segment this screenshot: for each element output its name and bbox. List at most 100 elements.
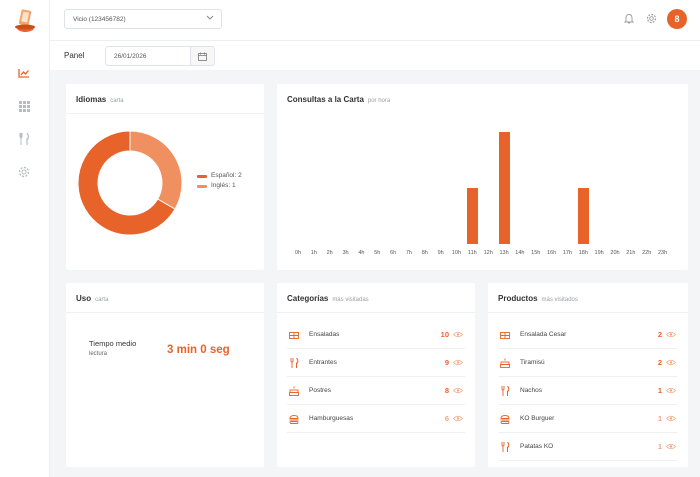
x-tick-label: 13h <box>499 250 509 256</box>
products-title: Productos <box>498 294 538 303</box>
donut-slice-0 <box>77 130 176 236</box>
cutlery-icon[interactable] <box>17 132 31 146</box>
usage-title: Uso <box>76 294 92 303</box>
top-bar: Vicio (123456782) 8 <box>50 0 700 40</box>
categories-title: Categorías <box>287 294 329 303</box>
salad-icon <box>289 330 299 340</box>
legend-item-spanish: Español: 2 <box>197 171 242 181</box>
burger-icon <box>289 414 299 424</box>
eye-icon <box>665 387 677 395</box>
item-name: Nachos <box>520 387 543 394</box>
list-item[interactable]: Ensalada Cesar 2 <box>498 321 678 349</box>
date-field[interactable]: 26/01/2026 <box>105 46 191 66</box>
eye-icon <box>665 415 677 423</box>
visit-count: 2 <box>657 358 662 367</box>
panel-label: Panel <box>64 51 85 60</box>
legend-label-spanish: Español: 2 <box>211 172 242 179</box>
x-tick-label: 19h <box>594 250 604 256</box>
item-name: Hamburguesas <box>309 415 354 422</box>
x-tick-label: 0h <box>294 250 302 256</box>
cake-icon <box>500 358 510 368</box>
settings-gear-icon[interactable] <box>17 165 31 179</box>
cutlery-icon <box>500 442 510 452</box>
eye-icon <box>665 359 677 367</box>
item-name: Patatas KO <box>520 443 554 450</box>
user-avatar[interactable]: 8 <box>667 9 687 29</box>
calendar-icon <box>198 52 207 61</box>
visit-count: 1 <box>657 414 662 423</box>
bar-18h <box>577 188 589 244</box>
legend-swatch-spanish <box>197 175 207 178</box>
list-item[interactable]: KO Burguer 1 <box>498 405 678 433</box>
x-tick-label: 3h <box>342 250 349 256</box>
x-tick-label: 11h <box>467 250 477 256</box>
dashboard-chart-icon[interactable] <box>17 66 31 80</box>
languages-legend: Español: 2 Inglés: 1 <box>197 171 242 191</box>
categories-card: Categorías más visitadas Ensaladas 10 Entr… <box>277 283 475 467</box>
visit-count: 1 <box>657 442 662 451</box>
x-tick-label: 5h <box>374 250 381 256</box>
languages-subtitle: carta <box>110 98 124 104</box>
item-name: Entrantes <box>309 359 337 366</box>
calendar-button[interactable] <box>191 46 215 66</box>
bell-icon[interactable] <box>623 12 635 24</box>
list-item[interactable]: Tiramisú 2 <box>498 349 678 377</box>
reading-time-label: Tiempo medio <box>89 339 137 348</box>
list-item[interactable]: Ensaladas 10 <box>287 321 465 349</box>
item-name: Postres <box>309 387 332 394</box>
list-item[interactable]: Nachos 1 <box>498 377 678 405</box>
hourly-title: Consultas a la Carta <box>287 95 364 104</box>
legend-item-english: Inglés: 1 <box>197 181 242 191</box>
sidebar <box>0 0 50 477</box>
x-tick-label: 16h <box>547 250 557 256</box>
languages-title: Idiomas <box>76 95 107 104</box>
list-item[interactable]: Entrantes 9 <box>287 349 465 377</box>
x-tick-label: 9h <box>437 250 444 256</box>
list-item[interactable]: Hamburguesas 6 <box>287 405 465 433</box>
bar-13h <box>498 132 510 244</box>
list-item[interactable]: Postres 8 <box>287 377 465 405</box>
x-tick-label: 10h <box>451 250 462 256</box>
donut-slice-1 <box>129 130 183 210</box>
salad-icon <box>500 330 510 340</box>
cake-icon <box>289 386 299 396</box>
visit-count: 9 <box>444 358 449 367</box>
shop-selector-value: Vicio (123456782) <box>73 16 126 23</box>
item-name: Ensaladas <box>309 331 340 338</box>
visit-count: 10 <box>440 330 449 339</box>
x-tick-label: 18h <box>578 250 588 256</box>
legend-label-english: Inglés: 1 <box>211 182 236 189</box>
hourly-card-header: Consultas a la Carta por hora <box>277 84 688 114</box>
languages-donut-chart <box>77 130 183 236</box>
settings-gear-icon[interactable] <box>645 12 657 24</box>
eye-icon <box>665 331 677 339</box>
reading-time-sublabel: lectura <box>89 351 108 357</box>
categories-subtitle: más visitadas <box>332 297 369 303</box>
x-tick-label: 6h <box>390 250 397 256</box>
x-tick-label: 20h <box>610 250 620 256</box>
x-tick-label: 12h <box>483 250 493 256</box>
x-tick-label: 8h <box>421 250 428 256</box>
x-tick-label: 7h <box>405 250 412 256</box>
burger-icon <box>500 414 510 424</box>
categories-card-header: Categorías más visitadas <box>277 283 475 313</box>
shop-selector[interactable]: Vicio (123456782) <box>64 9 222 29</box>
visit-count: 1 <box>657 386 662 395</box>
list-item[interactable]: Patatas KO 1 <box>498 433 678 461</box>
usage-card-header: Uso carta <box>66 283 264 313</box>
usage-card: Uso carta Tiempo medio lectura 3 min 0 s… <box>66 283 264 467</box>
languages-card-header: Idiomas carta <box>66 84 264 114</box>
app-logo[interactable] <box>12 6 38 34</box>
cutlery-icon <box>289 358 299 368</box>
x-tick-label: 15h <box>531 250 541 256</box>
products-card: Productos más visitados Ensalada Cesar 2 T… <box>488 283 688 467</box>
hourly-subtitle: por hora <box>367 98 391 104</box>
grid-icon[interactable] <box>17 99 31 113</box>
visit-count: 6 <box>444 414 449 423</box>
bar-11h <box>466 188 478 244</box>
cutlery-icon <box>500 386 510 396</box>
item-name: KO Burguer <box>520 415 555 422</box>
date-value: 26/01/2026 <box>114 53 147 60</box>
x-tick-label: 21h <box>626 250 636 256</box>
x-tick-label: 17h <box>562 250 573 256</box>
